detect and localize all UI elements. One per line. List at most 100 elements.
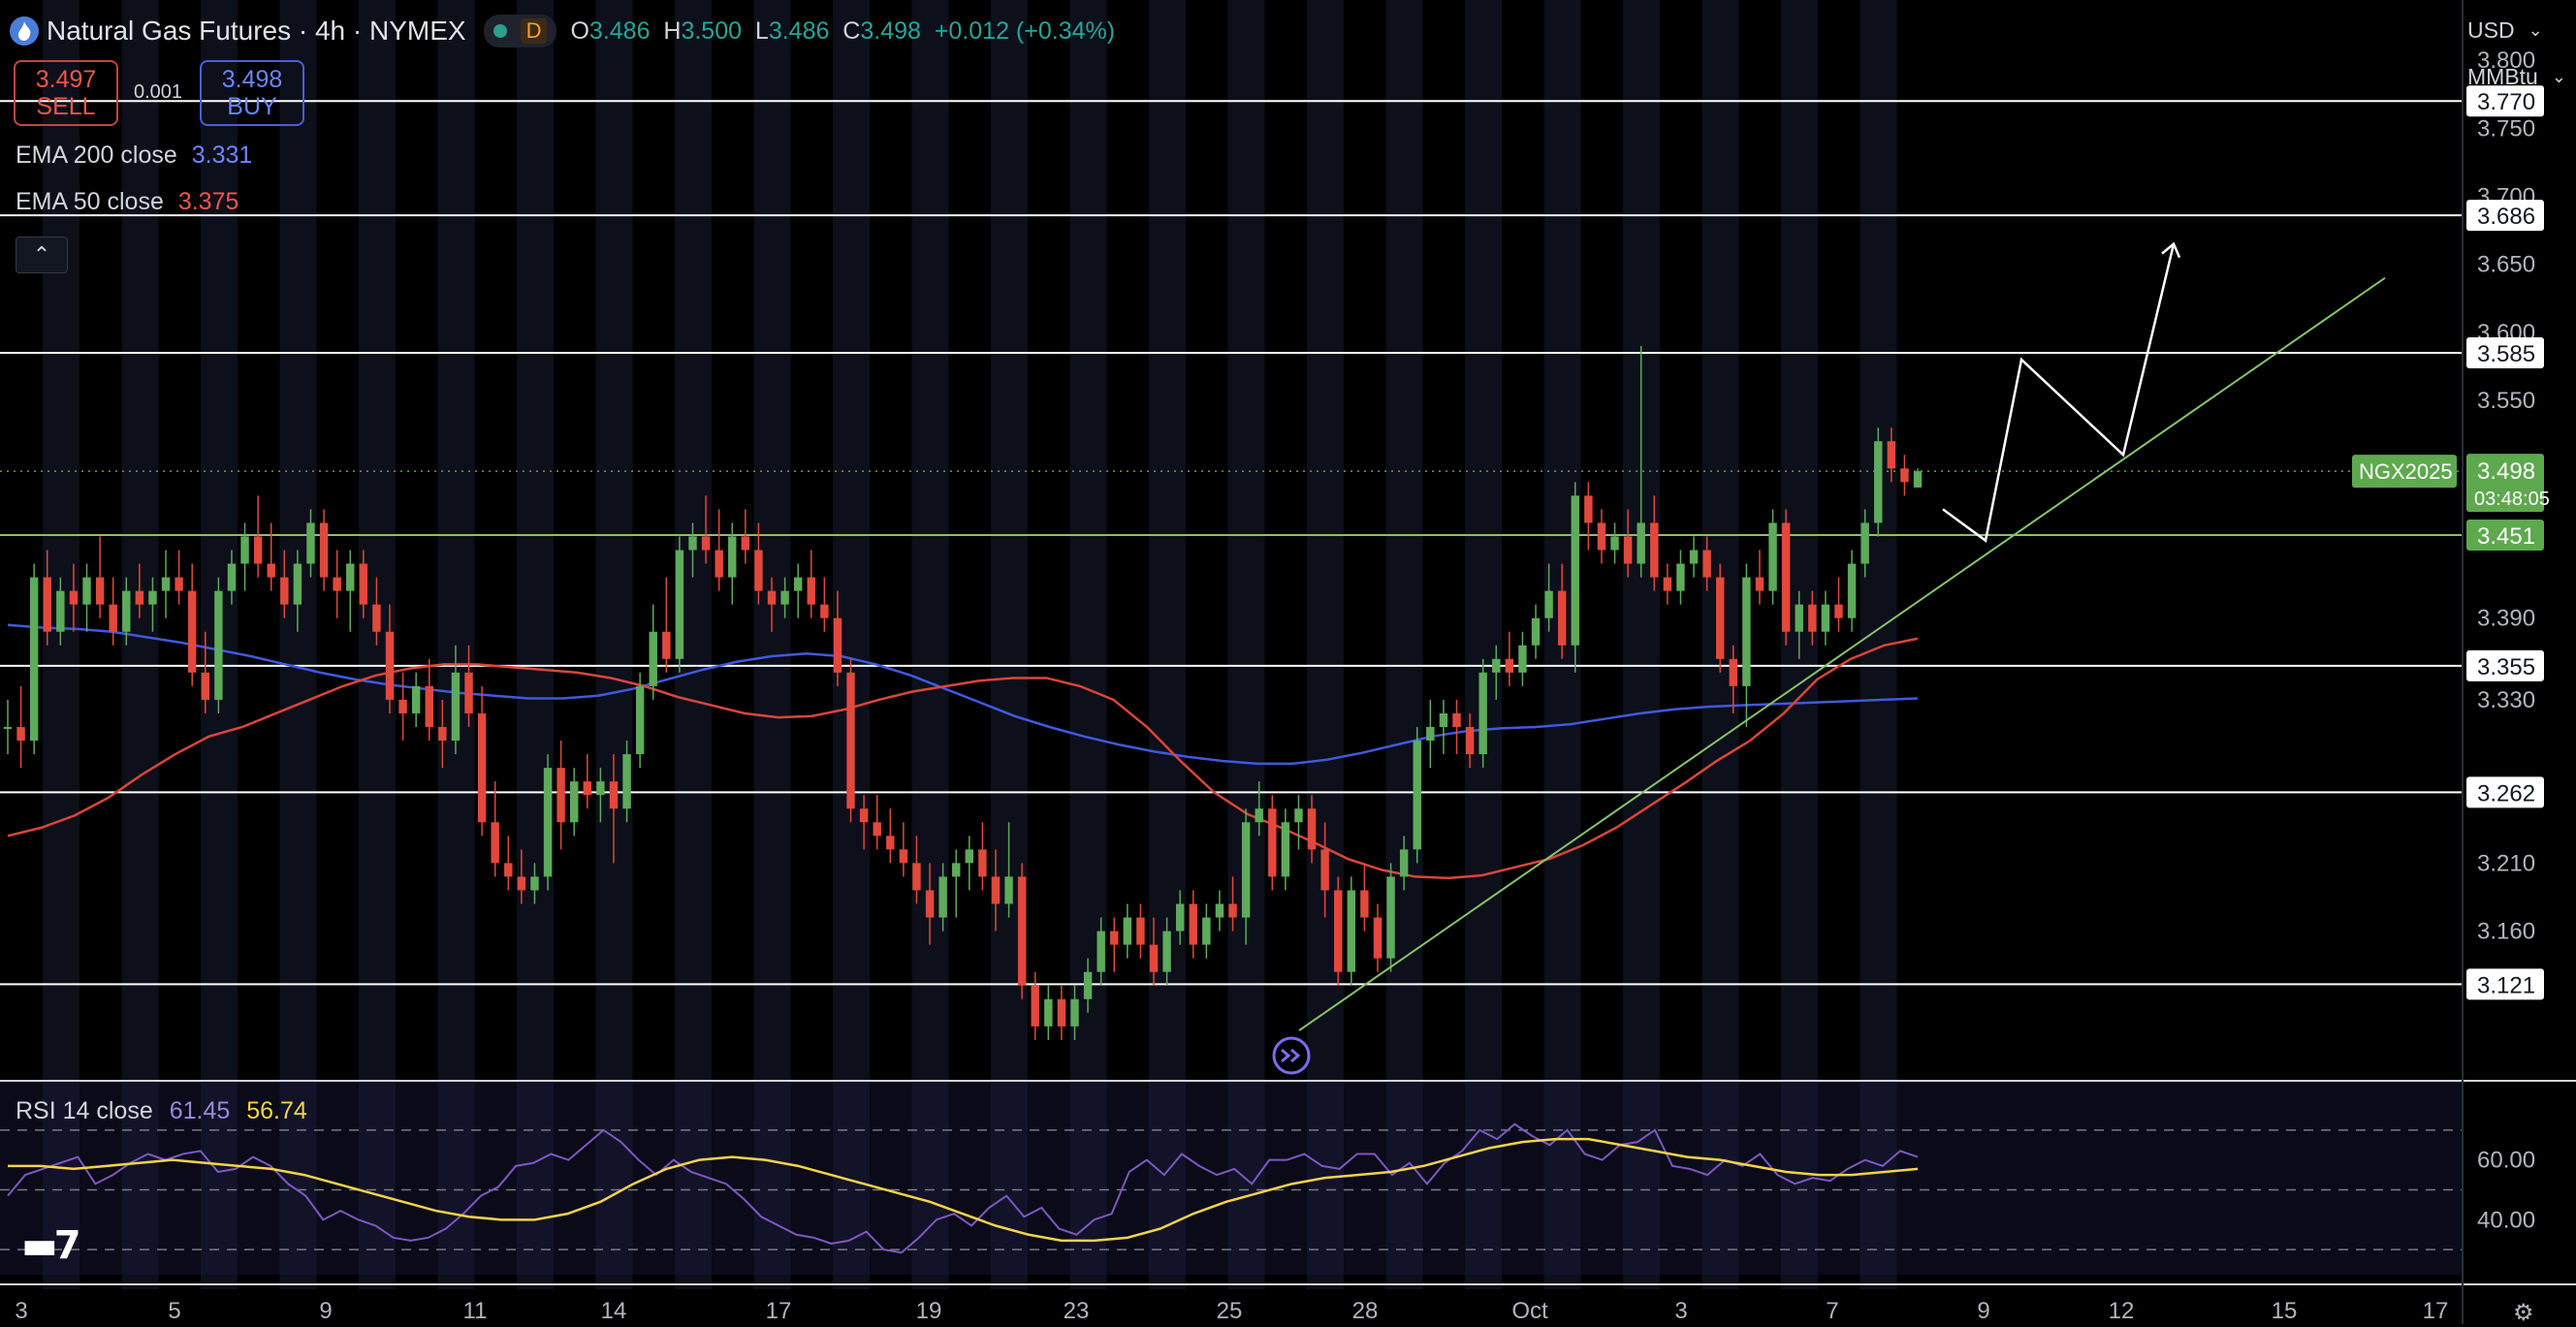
currency-select[interactable]: USD ⌄ bbox=[2467, 17, 2543, 43]
candle bbox=[1281, 808, 1290, 891]
candle-body bbox=[820, 604, 829, 618]
candle bbox=[3, 699, 13, 755]
candle-body bbox=[899, 849, 908, 864]
time-tick-label: 5 bbox=[168, 1298, 180, 1324]
candle-body bbox=[1821, 604, 1830, 632]
symbol-tag-label: NGX2025 bbox=[2359, 459, 2453, 484]
time-tick-label: 3 bbox=[1674, 1298, 1687, 1324]
candle-body bbox=[477, 712, 487, 823]
candle-body bbox=[1281, 822, 1290, 877]
horizontal-levels[interactable] bbox=[0, 100, 2576, 1082]
candle bbox=[95, 536, 105, 618]
candle bbox=[1162, 917, 1171, 986]
candle bbox=[754, 522, 763, 605]
candle bbox=[1057, 985, 1066, 1040]
candle-body bbox=[1900, 468, 1909, 483]
replay-arrows-icon[interactable] bbox=[1272, 1036, 1311, 1075]
price-tick-label: 3.390 bbox=[2477, 606, 2535, 632]
candle bbox=[649, 604, 657, 700]
candle bbox=[1584, 482, 1593, 551]
price-axis[interactable]: 3.8003.7503.7003.6503.6003.5503.3903.330… bbox=[2352, 0, 2550, 1324]
candle bbox=[1241, 808, 1251, 945]
projection-path[interactable] bbox=[1942, 241, 2181, 543]
time-tick-label: 3 bbox=[15, 1298, 27, 1324]
ema200-legend[interactable]: EMA 200 close 3.331 bbox=[16, 142, 253, 169]
candle-body bbox=[1610, 536, 1619, 551]
rsi-pane[interactable] bbox=[0, 1122, 2576, 1285]
candle-body bbox=[517, 876, 526, 891]
time-tick-label: 17 bbox=[766, 1298, 792, 1324]
candle-body bbox=[886, 836, 895, 850]
candle-body bbox=[240, 536, 249, 564]
candle bbox=[978, 822, 987, 891]
candle bbox=[912, 836, 921, 904]
sell-button[interactable]: 3.497 SELL bbox=[14, 60, 118, 126]
candle-body bbox=[925, 890, 935, 918]
candle bbox=[16, 685, 25, 769]
collapse-chevron-icon[interactable]: ⌃ bbox=[16, 237, 68, 273]
price-tick-label: 3.800 bbox=[2477, 47, 2535, 74]
candle bbox=[82, 563, 91, 632]
unit-select[interactable]: MMBtu ⌄ bbox=[2467, 64, 2566, 89]
candle-body bbox=[451, 672, 461, 742]
candle bbox=[1017, 863, 1027, 999]
candle-body bbox=[1439, 712, 1448, 727]
candle bbox=[1900, 455, 1909, 496]
symbol-header[interactable]: Natural Gas Futures · 4h · NYMEX D O3.48… bbox=[10, 12, 1115, 50]
ema50-legend[interactable]: EMA 50 close 3.375 bbox=[16, 188, 239, 215]
candle bbox=[1255, 781, 1263, 837]
time-tick-label: 11 bbox=[463, 1298, 488, 1324]
candle bbox=[1847, 550, 1857, 632]
candle-body bbox=[227, 563, 237, 591]
candle-body bbox=[675, 550, 684, 659]
candle-body bbox=[767, 590, 777, 605]
candlestick-series[interactable] bbox=[3, 345, 1923, 1040]
candle bbox=[609, 754, 619, 864]
time-tick-label: 17 bbox=[2423, 1298, 2449, 1324]
candle bbox=[1689, 536, 1699, 578]
candle-body bbox=[833, 617, 843, 673]
candle-body bbox=[1584, 495, 1593, 523]
candle bbox=[1571, 482, 1579, 673]
candle bbox=[675, 536, 684, 673]
candle bbox=[1294, 795, 1303, 850]
candle-body bbox=[1347, 890, 1356, 972]
candle bbox=[346, 550, 355, 632]
candle-body bbox=[1544, 590, 1553, 618]
status-pill[interactable]: D bbox=[483, 15, 557, 47]
candle bbox=[1887, 427, 1896, 483]
time-tick-label: 19 bbox=[916, 1298, 942, 1324]
settings-gear-icon[interactable]: ⚙ bbox=[2513, 1300, 2534, 1326]
candle-body bbox=[1808, 604, 1817, 632]
candle-body bbox=[69, 590, 79, 605]
candle bbox=[1215, 890, 1224, 932]
trendline-segment bbox=[1298, 276, 2386, 1031]
candle-body bbox=[1834, 604, 1843, 618]
rsi-tick-label: 60.00 bbox=[2477, 1148, 2535, 1174]
candle bbox=[991, 849, 1001, 932]
candle-body bbox=[425, 685, 433, 727]
level-price-tag bbox=[2466, 200, 2544, 232]
rsi-legend[interactable]: RSI 14 close 61.45 56.74 bbox=[16, 1097, 307, 1124]
symbol-title[interactable]: Natural Gas Futures · 4h · NYMEX bbox=[47, 16, 466, 46]
candle bbox=[1531, 604, 1541, 659]
candle-body bbox=[530, 876, 539, 891]
time-tick-label: 12 bbox=[2109, 1298, 2135, 1324]
candle bbox=[1860, 509, 1869, 578]
candle bbox=[767, 577, 777, 632]
candle bbox=[688, 522, 697, 578]
candle-body bbox=[780, 590, 789, 605]
candle-body bbox=[701, 536, 711, 551]
time-axis[interactable]: 3 5 9 11 14 17 19 23 25 28 Oct 3 7 9 12 15 17 bbox=[15, 1298, 2448, 1324]
candle-body bbox=[16, 727, 25, 742]
candle bbox=[1650, 495, 1659, 591]
level-price-tag bbox=[2466, 336, 2544, 368]
candle-body bbox=[635, 685, 645, 755]
time-tick-label: 23 bbox=[1064, 1298, 1090, 1324]
candle-body bbox=[1505, 658, 1514, 673]
ascending-trendline[interactable] bbox=[1298, 276, 2386, 1031]
candle-body bbox=[1057, 998, 1066, 1027]
candle bbox=[438, 699, 447, 769]
buy-button[interactable]: 3.498 BUY bbox=[200, 60, 304, 126]
